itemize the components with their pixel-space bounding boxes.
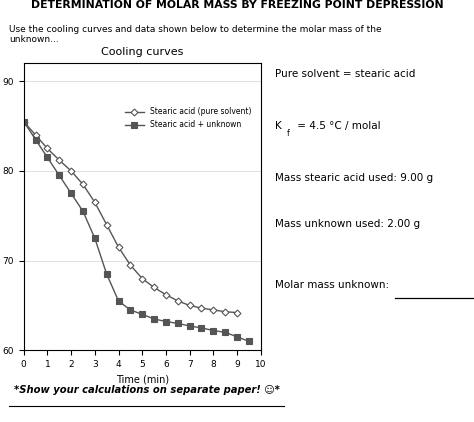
Stearic acid + unknown <box>92 235 98 241</box>
Stearic acid + unknown <box>33 137 38 142</box>
Stearic acid (pure solvent) <box>199 306 204 311</box>
Stearic acid + unknown <box>151 316 157 322</box>
Stearic acid (pure solvent) <box>163 292 169 297</box>
Stearic acid (pure solvent) <box>151 285 157 290</box>
Stearic acid + unknown <box>187 324 192 329</box>
Line: Stearic acid + unknown: Stearic acid + unknown <box>21 119 252 344</box>
Text: Mass stearic acid used: 9.00 g: Mass stearic acid used: 9.00 g <box>275 173 433 183</box>
Text: Use the cooling curves and data shown below to determine the molar mass of the
u: Use the cooling curves and data shown be… <box>9 24 382 44</box>
Stearic acid + unknown <box>175 321 181 326</box>
Stearic acid (pure solvent) <box>56 157 62 162</box>
Stearic acid (pure solvent) <box>80 182 86 187</box>
Line: Stearic acid (pure solvent): Stearic acid (pure solvent) <box>21 119 239 315</box>
Legend: Stearic acid (pure solvent), Stearic acid + unknown: Stearic acid (pure solvent), Stearic aci… <box>122 104 255 133</box>
Stearic acid (pure solvent) <box>116 245 121 250</box>
Text: f: f <box>287 129 289 138</box>
Stearic acid + unknown <box>45 155 50 160</box>
Text: Molar mass unknown:: Molar mass unknown: <box>275 280 389 290</box>
Stearic acid + unknown <box>234 334 240 339</box>
Text: K: K <box>275 121 282 131</box>
Stearic acid + unknown <box>104 271 109 276</box>
X-axis label: Time (min): Time (min) <box>116 375 169 384</box>
Stearic acid (pure solvent) <box>187 303 192 308</box>
Text: Pure solvent = stearic acid: Pure solvent = stearic acid <box>275 69 415 78</box>
Stearic acid (pure solvent) <box>33 133 38 138</box>
Stearic acid (pure solvent) <box>234 310 240 315</box>
Stearic acid (pure solvent) <box>45 146 50 151</box>
Stearic acid + unknown <box>80 209 86 214</box>
Stearic acid + unknown <box>21 119 27 124</box>
Title: Cooling curves: Cooling curves <box>101 47 183 57</box>
Stearic acid + unknown <box>222 330 228 335</box>
Stearic acid (pure solvent) <box>128 262 133 268</box>
Stearic acid + unknown <box>68 191 74 196</box>
Text: *Show your calculations on separate paper! ☺*: *Show your calculations on separate pape… <box>14 386 280 395</box>
Stearic acid + unknown <box>139 312 145 317</box>
Stearic acid (pure solvent) <box>139 276 145 281</box>
Stearic acid (pure solvent) <box>21 119 27 124</box>
Stearic acid + unknown <box>128 307 133 312</box>
Stearic acid + unknown <box>116 298 121 303</box>
Stearic acid (pure solvent) <box>222 309 228 314</box>
Stearic acid + unknown <box>246 339 252 344</box>
Text: Mass unknown used: 2.00 g: Mass unknown used: 2.00 g <box>275 219 420 230</box>
Stearic acid (pure solvent) <box>175 298 181 303</box>
Stearic acid + unknown <box>199 325 204 330</box>
Stearic acid + unknown <box>210 328 216 333</box>
Stearic acid (pure solvent) <box>210 307 216 312</box>
Stearic acid + unknown <box>163 319 169 324</box>
Stearic acid (pure solvent) <box>68 168 74 173</box>
Stearic acid + unknown <box>56 173 62 178</box>
Stearic acid (pure solvent) <box>92 200 98 205</box>
Text: = 4.5 °C / molal: = 4.5 °C / molal <box>294 121 381 131</box>
Stearic acid (pure solvent) <box>104 222 109 227</box>
Text: DETERMINATION OF MOLAR MASS BY FREEZING POINT DEPRESSION: DETERMINATION OF MOLAR MASS BY FREEZING … <box>31 0 443 10</box>
